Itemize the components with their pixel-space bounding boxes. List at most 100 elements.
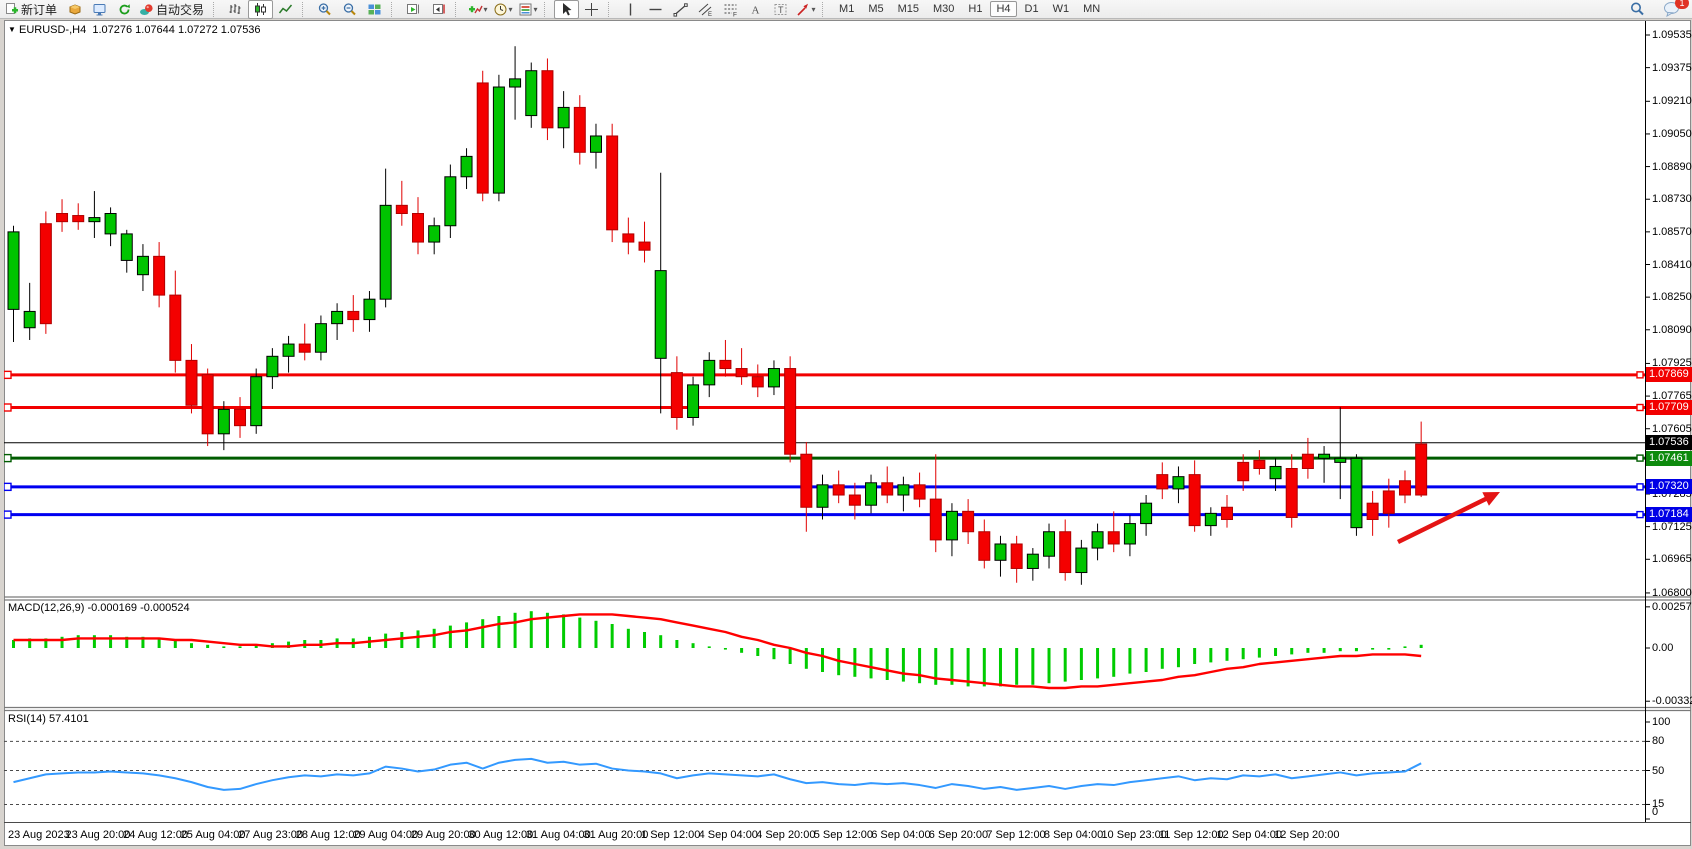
periods-clock-icon — [493, 2, 508, 17]
macd-histogram-bar — [804, 648, 808, 669]
timeframe-m30[interactable]: M30 — [933, 3, 955, 15]
macd-histogram-bar — [1176, 648, 1180, 668]
line-handle[interactable] — [4, 403, 12, 412]
candle-body — [832, 484, 845, 496]
bar-chart-button[interactable] — [223, 0, 248, 19]
templates-button[interactable]: ▾ — [515, 0, 540, 19]
line-handle[interactable] — [1636, 403, 1644, 412]
search-button[interactable] — [1624, 0, 1649, 19]
timeframe-h4[interactable]: H4 — [990, 1, 1017, 17]
horizontal-line-button[interactable] — [643, 0, 668, 19]
terminal-button[interactable] — [87, 0, 112, 19]
text-button[interactable]: A — [743, 0, 768, 19]
timeframe-w1[interactable]: W1 — [1052, 3, 1070, 15]
line-chart-button[interactable] — [273, 0, 298, 19]
macd-histogram-bar — [157, 638, 161, 648]
candle-body — [994, 543, 1007, 561]
tile-windows-button[interactable] — [362, 0, 387, 19]
timeframe-m5[interactable]: M5 — [868, 3, 884, 15]
macd-histogram-bar — [659, 635, 663, 648]
chat-icon — [1663, 1, 1681, 17]
macd-histogram-bar — [206, 644, 210, 648]
line-handle[interactable] — [4, 370, 12, 380]
zoom-out-button[interactable] — [337, 0, 362, 19]
crosshair-button[interactable] — [579, 0, 604, 19]
periods-button[interactable]: ▾ — [490, 0, 515, 19]
fibonacci-button[interactable]: F — [718, 0, 743, 19]
candle-body — [1221, 506, 1233, 521]
candle-body — [169, 294, 182, 361]
candle-body — [56, 213, 69, 223]
macd-histogram-bar — [254, 644, 258, 648]
candle-body — [1350, 457, 1363, 529]
candle-body — [1140, 502, 1153, 525]
market-watch-button[interactable] — [62, 0, 87, 19]
trendline-button[interactable] — [668, 0, 693, 19]
candle-body — [1091, 531, 1104, 549]
candle-body — [670, 372, 683, 418]
candle-body — [217, 408, 230, 435]
autotrade-button[interactable]: 自动交易 — [137, 0, 209, 19]
zoom-in-button[interactable] — [312, 0, 337, 19]
refresh-button[interactable] — [112, 0, 137, 19]
macd-histogram-bar — [594, 620, 598, 648]
macd-histogram-bar — [1290, 648, 1294, 655]
timeframe-h1[interactable]: H1 — [968, 3, 983, 15]
channel-button[interactable]: E — [693, 0, 718, 19]
line-handle[interactable] — [4, 510, 12, 519]
arrange-back-button[interactable] — [426, 0, 451, 19]
macd-histogram-bar — [1112, 648, 1116, 677]
arrange-back-icon — [431, 2, 446, 17]
candle-body — [444, 176, 457, 227]
candlestick-chart-button[interactable] — [248, 0, 274, 19]
macd-histogram-bar — [44, 638, 48, 648]
line-handle[interactable] — [1636, 483, 1644, 491]
candle-body — [347, 310, 360, 321]
tile-windows-icon — [367, 2, 382, 17]
candle-body — [460, 155, 473, 178]
arrange-forward-button[interactable] — [401, 0, 426, 19]
arrows-button[interactable]: ▾ — [793, 0, 818, 19]
macd-panel — [12, 611, 1423, 690]
candle-body — [1301, 453, 1314, 470]
annotation-arrow[interactable] — [1397, 494, 1493, 545]
line-handle[interactable] — [4, 453, 12, 463]
line-handle[interactable] — [1636, 510, 1644, 519]
indicators-button[interactable]: ▾ — [465, 0, 490, 19]
macd-histogram-bar — [998, 648, 1002, 687]
search-icon — [1629, 1, 1645, 17]
line-handle[interactable] — [1636, 371, 1644, 379]
svg-text:T: T — [778, 5, 784, 15]
cursor-button[interactable] — [554, 0, 580, 19]
candle-body — [1269, 465, 1282, 480]
line-handle[interactable] — [1636, 454, 1644, 462]
candle-body — [476, 82, 489, 194]
autotrade-icon — [139, 2, 154, 17]
timeframe-d1[interactable]: D1 — [1024, 3, 1039, 15]
toolbar-separator — [544, 1, 552, 17]
candle-body — [767, 368, 780, 388]
line-handle[interactable] — [4, 482, 12, 492]
new-order-button[interactable]: 新订单 — [2, 0, 62, 19]
candle-body — [1415, 443, 1428, 496]
candle-body — [412, 213, 424, 243]
chat-button[interactable]: 1 — [1659, 0, 1689, 19]
candle-body — [72, 215, 85, 223]
vertical-line-button[interactable] — [618, 0, 643, 19]
text-label-button[interactable]: T — [768, 0, 793, 19]
timeframe-mn[interactable]: MN — [1083, 3, 1101, 15]
candle-body — [541, 70, 554, 129]
candle-body — [509, 78, 522, 88]
chevron-down-icon: ▾ — [533, 4, 538, 14]
svg-text:A: A — [752, 4, 760, 16]
rsi-line — [13, 757, 1422, 791]
macd-histogram-bar — [400, 632, 404, 648]
macd-histogram-bar — [1047, 648, 1051, 684]
cursor-icon — [559, 2, 574, 17]
candle-body — [1366, 502, 1379, 520]
timeframe-m1[interactable]: M1 — [839, 3, 855, 15]
macd-histogram-bar — [934, 648, 938, 685]
candle-body — [428, 225, 441, 243]
timeframe-m15[interactable]: M15 — [897, 3, 919, 15]
